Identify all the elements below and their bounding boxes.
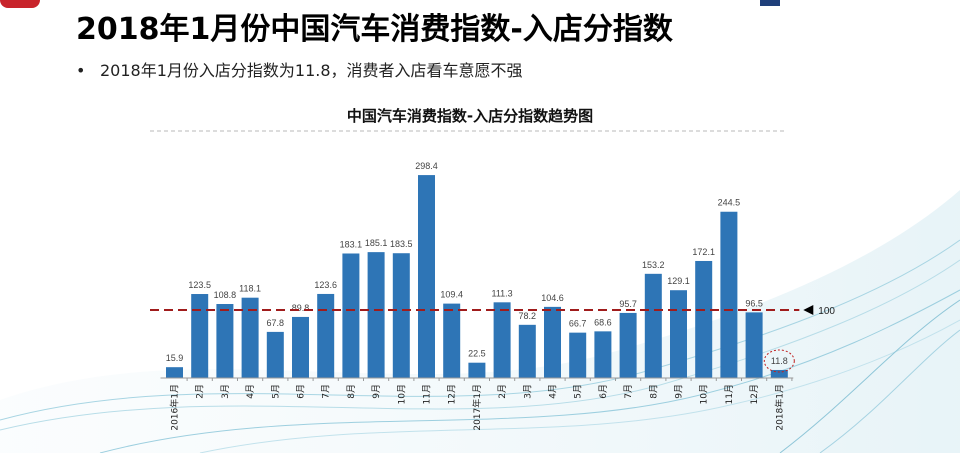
data-label: 153.2 [642,260,665,270]
data-label: 15.9 [166,353,184,363]
x-tick-label: 7月 [321,384,332,399]
association-logo-mark [760,0,780,6]
bar [392,253,410,378]
x-tick-label: 2017年1月 [471,384,483,431]
data-label: 89.8 [292,303,310,313]
bar [191,294,209,378]
data-label: 118.1 [239,284,261,294]
bar [443,303,461,378]
x-tick-label: 6月 [598,384,609,399]
x-tick-label: 11月 [422,384,433,404]
x-tick-label: 3月 [522,384,533,399]
x-tick-label: 9月 [371,384,382,399]
x-tick-label: 2月 [497,384,508,399]
x-tick-label: 2016年1月 [169,384,181,431]
data-label: 172.1 [692,247,715,257]
x-tick-label: 9月 [674,384,685,399]
summary-text: 2018年1月份入店分指数为11.8，消费者入店看车意愿不强 [100,61,523,80]
summary-bullet: • 2018年1月份入店分指数为11.8，消费者入店看车意愿不强 [76,57,523,81]
x-tick-label: 12月 [749,384,760,404]
page-title: 2018年1月份中国汽车消费指数-入店分指数 [76,12,673,47]
data-label: 108.8 [214,290,237,300]
association-logo [760,0,960,10]
bar [569,332,587,378]
bar [670,290,687,378]
data-label: 68.6 [594,317,612,327]
bar [493,302,511,378]
bar [418,175,435,378]
data-label: 78.2 [519,311,537,321]
x-tick-label: 2018年1月 [773,384,785,431]
x-tick-label: 11月 [724,384,735,404]
bar [216,304,234,378]
highlight-circle [763,349,795,373]
bar [644,273,662,378]
x-tick-label: 5月 [573,384,584,399]
x-tick-label: 8月 [648,384,659,399]
bar [594,331,612,378]
bar [367,252,385,378]
bullet-dot-icon: • [76,61,86,80]
bar [720,211,738,378]
data-label: 96.5 [745,298,763,308]
brand-logo-left [0,0,40,8]
x-tick-label: 10月 [699,384,710,404]
bar [544,306,561,378]
bar [241,297,259,378]
bar [266,331,284,378]
data-label: 104.6 [541,293,564,303]
data-label: 244.5 [718,198,741,208]
decorative-waves [0,190,960,453]
data-label: 129.1 [667,276,690,286]
data-label: 111.3 [492,288,513,298]
bar [292,316,309,378]
data-label: 298.4 [415,161,438,171]
x-tick-label: 7月 [623,384,634,399]
chart-title: 中国汽车消费指数-入店分指数趋势图 [346,107,594,125]
bar [468,362,486,378]
data-label: 66.7 [569,319,587,329]
data-label: 11.8 [771,356,788,366]
x-tick-label: 8月 [346,384,357,399]
bar [342,253,360,378]
x-tick-label: 3月 [220,384,231,399]
x-tick-label: 12月 [447,384,458,404]
bar [770,369,788,378]
data-label: 183.1 [340,239,363,249]
x-tick-label: 2月 [195,384,206,399]
data-label: 95.7 [619,299,637,309]
data-label: 109.4 [440,290,463,300]
x-tick-label: 4月 [548,384,559,399]
x-tick-label: 6月 [296,384,307,399]
bar [745,312,763,378]
data-label: 67.8 [267,318,285,328]
bar [317,293,335,378]
bar [695,260,713,378]
reference-marker-icon [803,305,814,315]
bar [166,367,183,378]
reference-line-label: 100 [818,306,835,317]
data-label: 22.5 [468,349,486,359]
data-label: 123.5 [188,280,211,290]
bar [619,312,637,378]
data-label: 183.5 [390,239,413,249]
x-tick-label: 5月 [270,384,281,399]
data-label: 123.6 [314,280,337,290]
bar [518,324,536,378]
x-tick-label: 4月 [245,384,256,399]
data-label: 185.1 [365,238,388,248]
x-tick-label: 10月 [396,384,407,404]
